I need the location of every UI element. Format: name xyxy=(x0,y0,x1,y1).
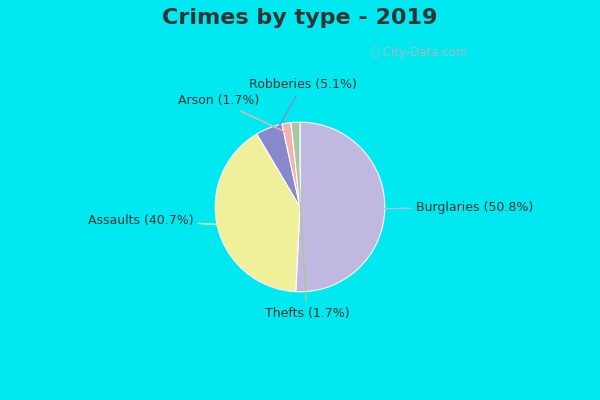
Text: Crimes by type - 2019: Crimes by type - 2019 xyxy=(163,8,437,28)
Text: Burglaries (50.8%): Burglaries (50.8%) xyxy=(377,200,533,214)
Wedge shape xyxy=(215,134,300,292)
Text: Assaults (40.7%): Assaults (40.7%) xyxy=(88,214,225,227)
Text: Thefts (1.7%): Thefts (1.7%) xyxy=(265,135,349,320)
Wedge shape xyxy=(257,124,300,207)
Text: Robberies (5.1%): Robberies (5.1%) xyxy=(249,78,356,135)
Wedge shape xyxy=(291,122,300,207)
Wedge shape xyxy=(282,123,300,207)
Text: Arson (1.7%): Arson (1.7%) xyxy=(178,94,286,132)
Wedge shape xyxy=(296,122,385,292)
Text: ⓘ City-Data.com: ⓘ City-Data.com xyxy=(372,46,467,59)
